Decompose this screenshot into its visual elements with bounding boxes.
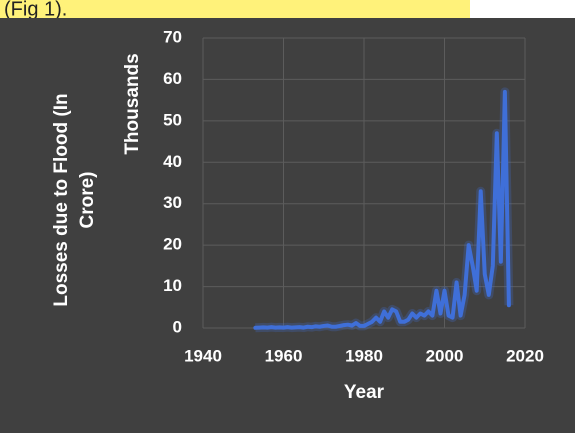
y-tick-label: 40 <box>163 152 182 171</box>
y-axis-label: Crore) <box>77 171 98 228</box>
y-unit-label: Thousands <box>122 53 143 154</box>
x-tick-label: 1940 <box>184 346 222 365</box>
y-tick-label: 20 <box>163 235 182 254</box>
y-tick-label: 50 <box>163 110 182 129</box>
x-axis-label: Year <box>344 382 385 403</box>
x-tick-label: 2020 <box>506 346 544 365</box>
x-tick-label: 1980 <box>345 346 383 365</box>
data-line <box>253 89 511 330</box>
highlight <box>0 0 470 18</box>
y-tick-label: 30 <box>163 193 182 212</box>
y-axis-label: Losses due to Flood (In <box>51 93 72 306</box>
y-tick-label: 60 <box>163 69 182 88</box>
y-tick-label: 0 <box>173 317 182 336</box>
x-tick-label: 2000 <box>426 346 464 365</box>
caption: (Fig 1). <box>4 0 67 20</box>
x-tick-label: 1960 <box>265 346 303 365</box>
y-tick-label: 70 <box>163 27 182 46</box>
y-tick-label: 10 <box>163 276 182 295</box>
